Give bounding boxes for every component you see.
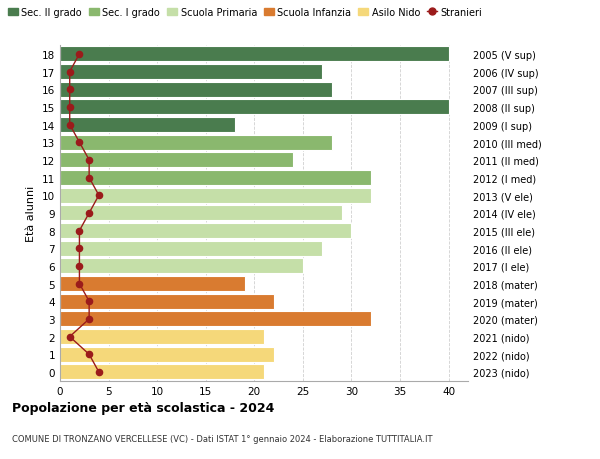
Bar xyxy=(60,241,322,256)
Text: Popolazione per età scolastica - 2024: Popolazione per età scolastica - 2024 xyxy=(12,402,274,414)
Point xyxy=(85,298,94,305)
Bar xyxy=(60,47,449,62)
Point xyxy=(74,51,84,58)
Point xyxy=(65,86,74,94)
Point xyxy=(65,122,74,129)
Bar xyxy=(60,171,371,185)
Point xyxy=(65,69,74,76)
Point xyxy=(94,369,104,376)
Point xyxy=(65,333,74,341)
Point xyxy=(74,227,84,235)
Bar xyxy=(60,206,342,221)
Bar xyxy=(60,153,293,168)
Point xyxy=(74,263,84,270)
Point xyxy=(74,245,84,252)
Bar xyxy=(60,364,264,380)
Point xyxy=(65,104,74,111)
Bar xyxy=(60,330,264,344)
Bar xyxy=(60,347,274,362)
Point xyxy=(94,192,104,200)
Point xyxy=(85,174,94,182)
Point xyxy=(74,139,84,146)
Point xyxy=(85,316,94,323)
Legend: Sec. II grado, Sec. I grado, Scuola Primaria, Scuola Infanzia, Asilo Nido, Stran: Sec. II grado, Sec. I grado, Scuola Prim… xyxy=(5,5,485,21)
Bar xyxy=(60,312,371,327)
Bar xyxy=(60,188,371,203)
Point xyxy=(85,351,94,358)
Point xyxy=(74,280,84,288)
Point xyxy=(85,210,94,217)
Bar xyxy=(60,100,449,115)
Bar xyxy=(60,135,332,151)
Bar xyxy=(60,276,245,291)
Text: COMUNE DI TRONZANO VERCELLESE (VC) - Dati ISTAT 1° gennaio 2024 - Elaborazione T: COMUNE DI TRONZANO VERCELLESE (VC) - Dat… xyxy=(12,434,433,443)
Bar xyxy=(60,294,274,309)
Bar xyxy=(60,118,235,133)
Point xyxy=(85,157,94,164)
Y-axis label: Età alunni: Età alunni xyxy=(26,185,37,241)
Bar xyxy=(60,259,303,274)
Bar xyxy=(60,224,352,239)
Bar xyxy=(60,83,332,97)
Bar xyxy=(60,65,322,80)
